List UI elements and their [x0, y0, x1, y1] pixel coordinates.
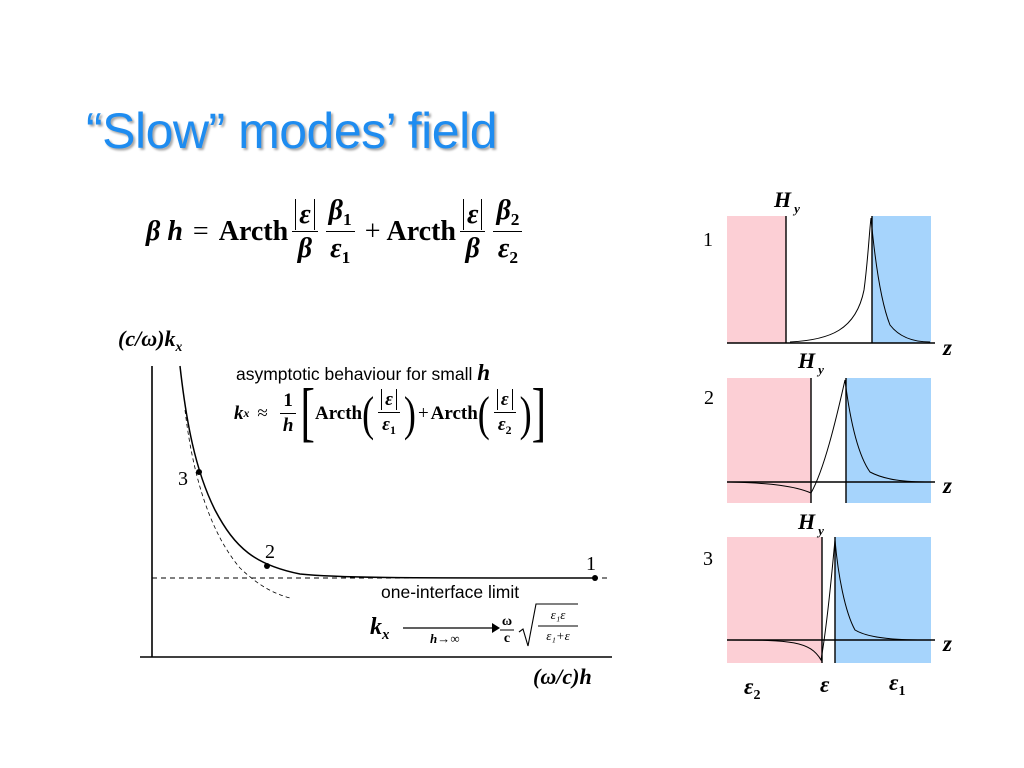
panel-1-left-medium: [727, 216, 786, 343]
y-axis-label-sub: x: [175, 338, 183, 354]
fraction-abs-eps-over-beta-2: ε β: [459, 198, 486, 265]
x-axis-label: (ω/c)h: [533, 664, 592, 689]
medium-label-eps1: ε1: [889, 670, 905, 699]
formula-arcth-1: Arcth: [218, 215, 289, 247]
fraction-one-over-h: 1 h: [280, 391, 297, 436]
point-2: [264, 563, 270, 569]
beta2: β: [496, 195, 511, 226]
left-paren-2: (: [477, 386, 490, 441]
arcth-a2: Arcth: [430, 402, 478, 424]
z-label-3: z: [942, 631, 952, 656]
limit-kx: kx: [370, 614, 389, 644]
y-axis-label-main: (c/ω)k: [118, 326, 176, 351]
abs-eps-a2: ε: [496, 389, 513, 410]
eps2-sub: 2: [509, 248, 519, 268]
eps1-a-sub: 1: [389, 424, 396, 438]
asymptotic-label-var: h: [477, 360, 491, 385]
limit-k-sub: x: [382, 627, 390, 644]
panel-3-right-medium: [835, 537, 931, 663]
approx-sign: ≈: [257, 402, 268, 424]
field-panel-1: [727, 216, 935, 344]
left-bracket: [: [300, 376, 315, 449]
asymptotic-label: asymptotic behaviour for small h: [236, 360, 490, 386]
panel-2-field-curve: [729, 379, 931, 494]
formula-lhs: β h: [146, 215, 183, 247]
formula-arcth-2: Arcth: [386, 215, 456, 247]
limit-arrow-label: h→∞: [430, 631, 460, 646]
medium-label-eps2: ε2: [744, 674, 760, 703]
eps2: ε: [497, 233, 510, 265]
eps2-a: ε: [497, 413, 506, 435]
eps1: ε: [330, 233, 342, 265]
eps2-a-sub: 2: [505, 424, 512, 438]
point-label-1: 1: [586, 553, 596, 575]
abs-eps-1: ε: [295, 198, 315, 230]
panel-number-1: 1: [703, 229, 713, 251]
fraction-abs-eps-over-eps2: ε ε2: [493, 389, 516, 438]
abs-eps-2: ε: [462, 198, 483, 230]
left-paren-1: (: [362, 386, 375, 441]
right-paren-2: ): [519, 386, 532, 441]
panel-number-2: 2: [704, 387, 714, 409]
right-paren-1: ): [403, 386, 416, 441]
sqrt-sign: [518, 603, 578, 647]
limit-c: c: [503, 631, 511, 646]
limit-root-num: ε₁ε: [550, 607, 566, 622]
one: 1: [280, 391, 296, 415]
fraction-abs-eps-over-eps1: ε ε1: [378, 389, 400, 438]
point-3: [196, 469, 202, 475]
z-label-1: z: [942, 335, 952, 360]
panel-1-field-curve: [789, 217, 931, 343]
limit-arrowhead: [492, 623, 500, 633]
limit-label: one-interface limit: [381, 582, 520, 602]
eps1-a: ε: [382, 413, 390, 435]
limit-k: k: [370, 614, 382, 640]
beta1: β: [328, 195, 344, 226]
limit-omega: ω: [501, 614, 513, 629]
point-label-3: 3: [178, 468, 188, 490]
beta-den-2: β: [465, 233, 480, 265]
main-formula: β h = Arcth ε β β1 ε1 + Arcth ε β β2 ε2: [146, 196, 526, 268]
panel-3-left-medium: [727, 537, 822, 663]
panel-2-right-medium: [846, 378, 931, 503]
h-den: h: [282, 415, 294, 437]
point-label-2: 2: [265, 541, 275, 563]
limit-root-den: ε₁+ε: [546, 628, 570, 643]
arcth-a1: Arcth: [314, 402, 363, 424]
point-1: [592, 575, 598, 581]
abs-eps-a1: ε: [381, 389, 397, 410]
fraction-beta1-over-eps1: β1 ε1: [325, 195, 355, 268]
formula-eq: =: [192, 215, 209, 247]
y-axis-label: (c/ω)kx: [118, 326, 182, 355]
panel-1-right-medium: [872, 216, 931, 343]
fraction-abs-eps-over-beta-1: ε β: [292, 198, 318, 265]
kx-sub: x: [243, 406, 250, 420]
kx: k: [234, 402, 244, 424]
beta2-sub: 2: [510, 210, 520, 230]
panel-number-3: 3: [703, 548, 713, 570]
panel-3-field-curve: [729, 539, 931, 662]
z-label-2: z: [942, 473, 952, 498]
plus-a: +: [417, 402, 429, 424]
formula-plus: +: [364, 215, 381, 247]
asymptotic-label-text: asymptotic behaviour for small: [236, 364, 473, 384]
eps1-sub: 1: [341, 248, 351, 268]
field-panel-3: [727, 537, 935, 663]
medium-label-eps: ε: [820, 672, 830, 697]
slide-title: “Slow” modes’ field: [86, 103, 498, 159]
beta-den-1: β: [297, 233, 313, 265]
right-bracket: ]: [531, 376, 547, 449]
asymptotic-curve: [184, 409, 291, 599]
fraction-beta2-over-eps2: β2 ε2: [493, 195, 523, 268]
beta1-sub: 1: [343, 210, 352, 230]
field-panel-2: [727, 378, 935, 503]
